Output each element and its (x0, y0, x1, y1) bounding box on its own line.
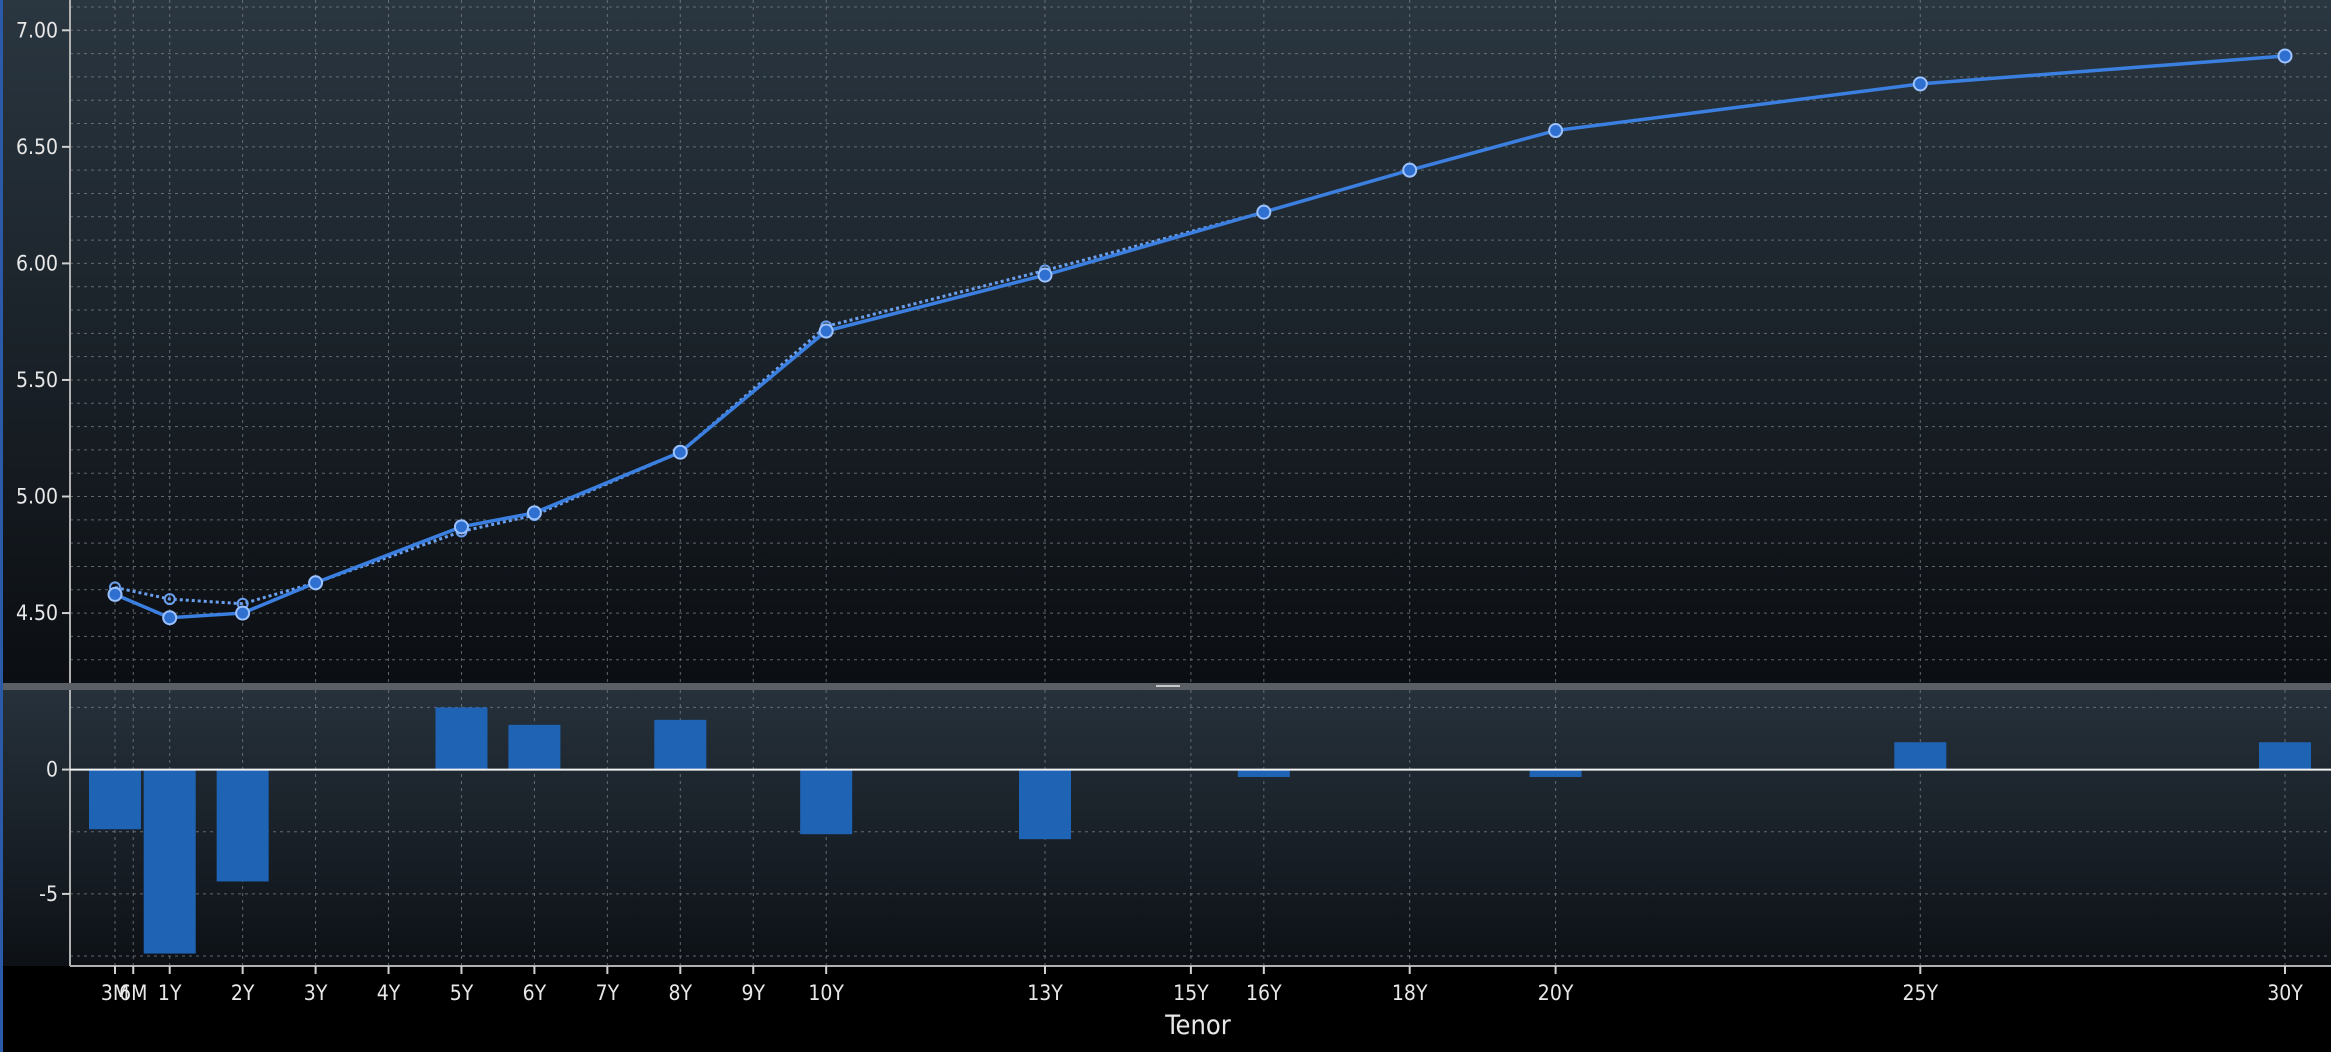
data-point (308, 575, 324, 591)
y-tick-label: 5.00 (16, 485, 58, 509)
y-tick-label: 6.50 (16, 135, 58, 159)
bar (143, 769, 196, 954)
bar (1529, 769, 1582, 778)
x-tick-label: 9Y (741, 981, 765, 1005)
x-tick-label: 1Y (158, 981, 182, 1005)
y-tick-label: -5 (39, 882, 58, 906)
bar (435, 707, 488, 770)
data-point (818, 323, 834, 339)
bar (508, 724, 561, 770)
data-point (163, 593, 176, 606)
bar-series (89, 707, 2311, 954)
x-tick-label: 3M (101, 981, 129, 1005)
x-tick-label: 7Y (596, 981, 620, 1005)
bar (2259, 742, 2311, 770)
x-tick-label: 6M (119, 981, 147, 1005)
lower-grid (70, 690, 2331, 966)
x-tick-label: 5Y (450, 981, 474, 1005)
data-point (1912, 76, 1928, 92)
y-tick-label: 5.50 (16, 368, 58, 392)
x-tick-label: 30Y (2267, 981, 2303, 1005)
line-series (107, 48, 2293, 626)
x-tick-label: 20Y (1538, 981, 1574, 1005)
data-point (2277, 48, 2293, 64)
data-point (1256, 204, 1272, 220)
series-line-solid (114, 54, 2286, 620)
bar (1237, 769, 1290, 778)
data-point (1402, 162, 1418, 178)
bar (89, 769, 141, 830)
data-point (672, 444, 688, 460)
bar (1894, 742, 1947, 770)
x-tick-label: 4Y (377, 981, 401, 1005)
lower-panel-background (0, 690, 2331, 966)
bar (654, 719, 707, 770)
x-tick-label: 25Y (1903, 981, 1939, 1005)
y-tick-label: 4.50 (16, 601, 58, 625)
y-tick-label: 0 (46, 758, 58, 782)
x-tick-label: 2Y (231, 981, 255, 1005)
data-point (526, 505, 542, 521)
x-tick-label: 15Y (1173, 981, 1209, 1005)
x-tick-label: 16Y (1246, 981, 1282, 1005)
y-tick-label: 7.00 (16, 18, 58, 42)
bar (216, 769, 269, 882)
data-point (1037, 267, 1053, 283)
y-tick-label: 6.00 (16, 251, 58, 275)
data-point (453, 519, 469, 535)
x-tick-label: 8Y (669, 981, 693, 1005)
lower-y-tick-labels: 0 -5 (39, 758, 70, 906)
x-tick-label: 6Y (523, 981, 547, 1005)
bar (800, 769, 853, 835)
bar (1019, 769, 1071, 840)
left-border (0, 0, 3, 1052)
data-point (107, 586, 123, 602)
x-tick-label: 10Y (808, 981, 844, 1005)
x-tick-label: 18Y (1392, 981, 1428, 1005)
x-tick-label: 3Y (304, 981, 328, 1005)
data-point (162, 610, 178, 626)
data-point (1548, 123, 1564, 139)
data-point (235, 605, 251, 621)
x-tick-label: 13Y (1027, 981, 1063, 1005)
upper-panel-background (0, 0, 2331, 683)
upper-y-tick-labels: 4.50 5.00 5.50 6.00 6.50 7.00 (16, 18, 70, 625)
x-axis-title: Tenor (1164, 1010, 1230, 1041)
upper-grid (70, 0, 2331, 683)
